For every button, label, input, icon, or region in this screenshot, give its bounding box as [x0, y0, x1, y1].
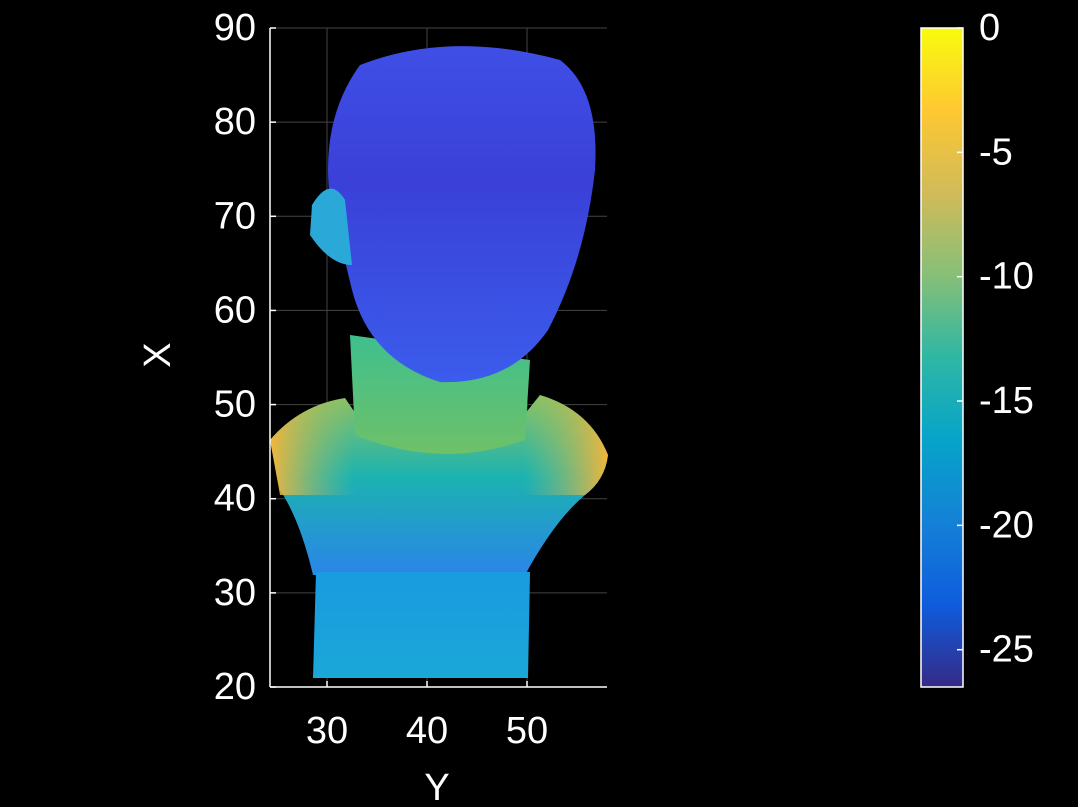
bust-image [270, 46, 608, 678]
y-tick-label: 40 [214, 478, 256, 520]
colorbar-tick-label: -20 [979, 504, 1034, 546]
colorbar-tick-label: -25 [979, 629, 1034, 671]
y-tick-label: 50 [214, 384, 256, 426]
y-axis-label: X [137, 342, 179, 367]
colorbar-tick-label: -5 [979, 131, 1013, 173]
colorbar-tick-label: 0 [979, 7, 1000, 49]
base [313, 572, 530, 678]
x-tick-label: 40 [406, 710, 448, 752]
colorbar [920, 27, 964, 688]
colorbar-tick-label: -15 [979, 380, 1034, 422]
y-tick-label: 30 [214, 572, 256, 614]
x-axis-label: Y [424, 767, 449, 807]
axes: 20 30 40 50 60 70 80 90 30 40 50 [214, 7, 607, 752]
x-tick-label: 30 [306, 710, 348, 752]
x-tick-label: 50 [506, 710, 548, 752]
head [328, 46, 596, 383]
y-tick-label: 60 [214, 289, 256, 331]
y-tick-label: 20 [214, 666, 256, 708]
y-tick-label: 90 [214, 7, 256, 49]
ear [310, 188, 352, 265]
colorbar-tick-label: -10 [979, 256, 1034, 298]
y-tick-label: 70 [214, 195, 256, 237]
y-tick-label: 80 [214, 101, 256, 143]
